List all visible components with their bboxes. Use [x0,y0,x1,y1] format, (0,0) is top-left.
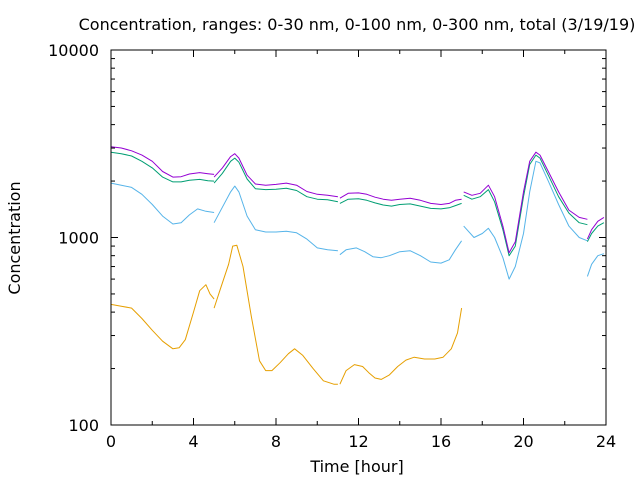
series-4-line [110,146,215,178]
y-axis-label: Concentration [5,181,24,294]
series-2-line [586,253,605,277]
y-tick-label: 100 [68,416,99,435]
series-2-line [213,185,338,252]
x-tick-label: 12 [348,432,368,451]
series-3-line [110,151,215,183]
y-tick-label: 10000 [48,41,99,60]
series-layer [110,146,605,385]
series-1-line [339,308,463,385]
ticks-layer: 0 4 8 12 16 20 24 100 1000 10000 [48,41,616,451]
series-2-line [110,182,215,225]
x-tick-label: 24 [596,432,616,451]
series-4-line [213,153,338,198]
x-axis-label: Time [hour] [309,457,403,476]
y-tick-label: 1000 [58,229,99,248]
series-1-line [110,284,215,350]
series-3-line [339,198,462,210]
series-4-line [339,192,462,205]
series-3-line [213,157,338,203]
x-tick-label: 4 [188,432,198,451]
x-tick-label: 20 [513,432,533,451]
series-2-line [339,240,463,264]
x-tick-label: 16 [431,432,451,451]
x-tick-label: 8 [271,432,281,451]
series-1-line [213,244,338,385]
series-4-line [463,151,588,254]
series-2-line [463,160,588,280]
x-tick-label: 0 [106,432,116,451]
plot-frame [110,49,607,426]
series-3-line [463,154,588,257]
series-4-line [586,216,605,240]
series-3-line [586,222,605,242]
chart-title: Concentration, ranges: 0-30 nm, 0-100 nm… [79,15,636,34]
